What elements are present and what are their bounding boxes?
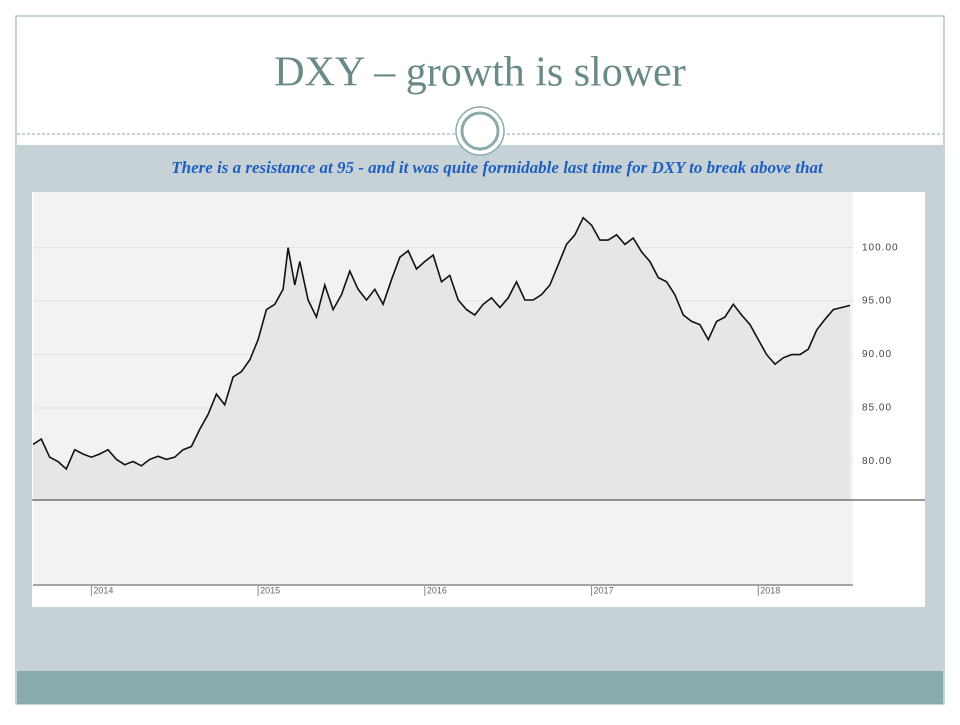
slide-subtitle: There is a resistance at 95 - and it was… — [171, 158, 824, 177]
y-tick-label: 85.00 — [862, 403, 892, 414]
slide-footer — [17, 671, 943, 704]
x-tick-label: 2016 — [427, 585, 447, 595]
line — [32, 216, 851, 471]
x-tick-label: 2015 — [260, 585, 280, 595]
x-tick-label: 2018 — [760, 585, 780, 595]
chart: 80.0085.0090.0095.00100.00BloombergMarke… — [32, 216, 925, 596]
area — [33, 217, 850, 500]
x-tick-label: 2014 — [93, 585, 113, 595]
y-tick-label: 80.00 — [862, 456, 892, 467]
y-tick-label: 95.00 — [862, 296, 892, 307]
x-tick-label: 2017 — [594, 585, 614, 595]
y-tick-label: 100.00 — [862, 242, 899, 253]
slide-title: DXY – growth is slower — [274, 50, 685, 96]
ornament — [460, 111, 500, 151]
y-tick-label: 90.00 — [862, 349, 892, 360]
